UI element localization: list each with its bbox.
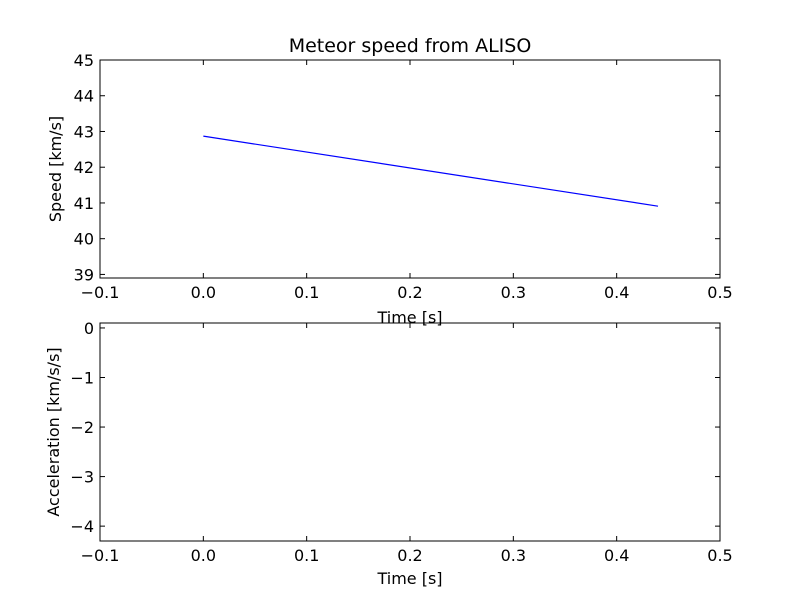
speed-y-tick-label: 41: [74, 194, 94, 213]
speed-y-tick-label: 42: [74, 158, 94, 177]
speed-x-axis-label: Time [s]: [376, 308, 442, 327]
speed-x-tick-label: −0.1: [81, 283, 120, 302]
speed-y-tick-label: 44: [74, 87, 94, 106]
acceleration-y-tick-label: −4: [70, 517, 94, 536]
speed-y-tick-label: 39: [74, 265, 94, 284]
speed-tick-labels: −0.1 0.0 0.1 0.2 0.3 0.4 0.5 39 40 41 42 43 44 45: [74, 51, 733, 302]
acceleration-y-tick-label: −2: [70, 418, 94, 437]
acceleration-x-tick-label: 0.4: [604, 546, 629, 565]
acceleration-x-tick-label: 0.2: [397, 546, 422, 565]
acceleration-x-tick-label: 0.3: [501, 546, 526, 565]
speed-x-tick-label: 0.5: [707, 283, 732, 302]
speed-x-tick-label: 0.1: [294, 283, 319, 302]
acceleration-x-tick-label: −0.1: [81, 546, 120, 565]
acceleration-x-tick-label: 0.1: [294, 546, 319, 565]
acceleration-y-axis-label: Acceleration [km/s/s]: [44, 347, 63, 516]
acceleration-subplot: −0.1 0.0 0.1 0.2 0.3 0.4 0.5 0 −1 −2 −3 −4 Time [s]…: [44, 319, 733, 588]
speed-ticks-layer: [99, 59, 721, 278]
speed-series-line: [203, 135, 659, 207]
speed-series-layer: [203, 135, 659, 207]
speed-y-tick-label: 43: [74, 122, 94, 141]
acceleration-tick-labels: −0.1 0.0 0.1 0.2 0.3 0.4 0.5 0 −1 −2 −3 −4: [70, 319, 732, 565]
acceleration-y-tick-label: 0: [84, 319, 94, 338]
speed-plot-frame: [99, 59, 721, 279]
speed-y-tick-label: 40: [74, 230, 94, 249]
speed-x-tick-label: 0.3: [501, 283, 526, 302]
speed-x-tick-label: 0.4: [604, 283, 629, 302]
acceleration-y-tick-label: −3: [70, 468, 94, 487]
speed-x-tick-label: 0.0: [191, 283, 216, 302]
acceleration-x-tick-label: 0.5: [707, 546, 732, 565]
acceleration-x-axis-label: Time [s]: [376, 569, 442, 588]
acceleration-x-tick-label: 0.0: [191, 546, 216, 565]
speed-x-tick-label: 0.2: [397, 283, 422, 302]
speed-chart-title: Meteor speed from ALISO: [289, 35, 532, 57]
speed-y-axis-label: Speed [km/s]: [46, 116, 65, 222]
acceleration-y-tick-label: −1: [70, 369, 94, 388]
speed-y-tick-label: 45: [74, 51, 94, 70]
speed-subplot: Meteor speed from ALISO −0.1 0.0 0.1 0.2 0.3…: [46, 35, 733, 327]
acceleration-plot-frame: [99, 322, 721, 542]
